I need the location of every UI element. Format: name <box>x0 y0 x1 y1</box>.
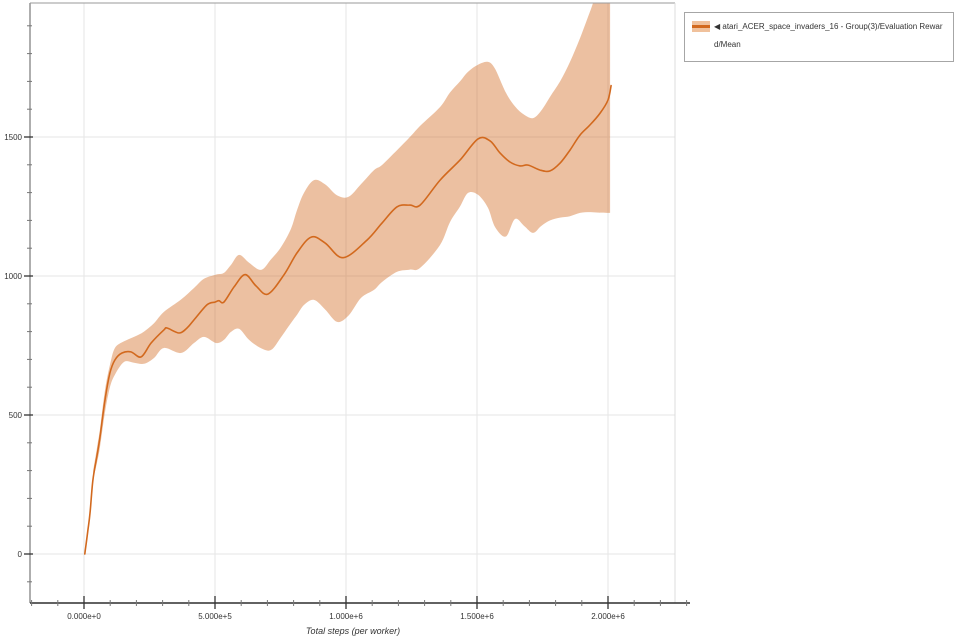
y-tick-label: 1500 <box>4 133 22 142</box>
legend[interactable]: ◀ atari_ACER_space_invaders_16 - Group(3… <box>684 12 954 62</box>
x-tick-label: 1.500e+6 <box>460 612 494 621</box>
axis-ticks <box>24 25 688 609</box>
axis-tick-labels: 0 500 1000 1500 0.000e+0 5.000e+5 1.000e+6 1.50… <box>4 133 625 621</box>
y-tick-label: 500 <box>9 411 23 420</box>
y-tick-label: 0 <box>18 550 23 559</box>
plot-border <box>29 2 690 604</box>
mean-line <box>84 84 612 555</box>
confidence-band <box>93 3 611 479</box>
legend-entry-label: ◀ atari_ACER_space_invaders_16 - Group(3… <box>714 22 943 49</box>
x-axis-title: Total steps (per worker) <box>306 626 400 636</box>
gridlines <box>30 3 675 603</box>
y-tick-label: 1000 <box>4 272 22 281</box>
x-tick-label: 1.000e+6 <box>329 612 363 621</box>
x-tick-label: 0.000e+0 <box>67 612 101 621</box>
series-layer <box>84 3 612 555</box>
x-tick-label: 5.000e+5 <box>198 612 232 621</box>
legend-swatch-icon <box>692 21 710 32</box>
x-tick-label: 2.000e+6 <box>591 612 625 621</box>
